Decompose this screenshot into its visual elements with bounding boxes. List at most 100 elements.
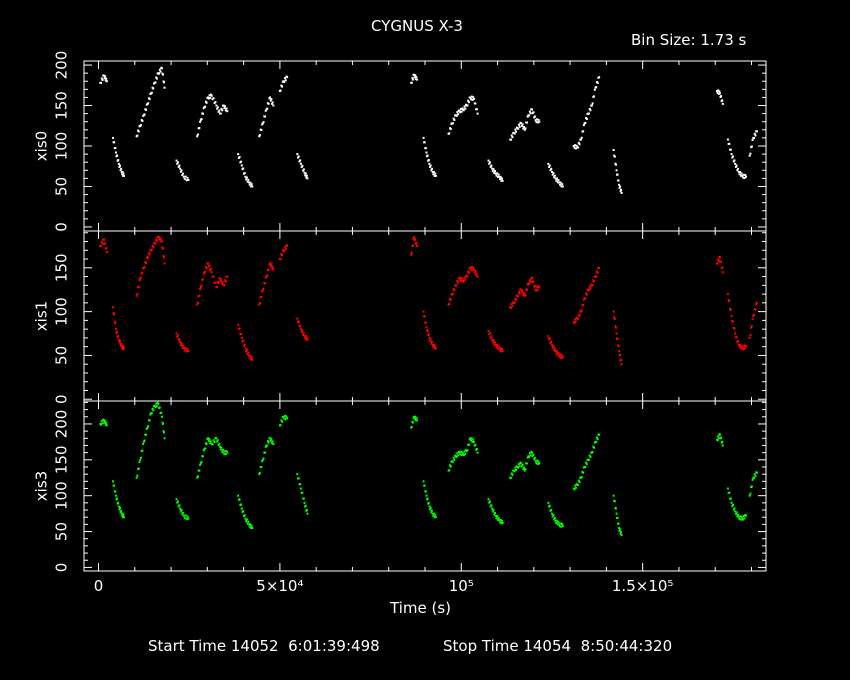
data-point-xis3 — [738, 517, 741, 520]
data-point-xis1 — [459, 279, 462, 282]
data-point-xis1 — [265, 275, 268, 278]
data-point-xis1 — [223, 284, 226, 287]
data-point-xis3 — [212, 439, 215, 442]
data-point-xis3 — [584, 466, 587, 469]
data-point-xis1 — [491, 338, 494, 341]
data-point-xis0 — [208, 94, 211, 97]
data-point-xis3 — [489, 505, 492, 508]
data-point-xis0 — [591, 102, 594, 105]
data-point-xis1 — [750, 326, 753, 329]
data-point-xis0 — [549, 169, 552, 172]
data-point-xis0 — [533, 115, 536, 118]
data-point-xis0 — [136, 134, 139, 137]
data-point-xis3 — [427, 501, 430, 504]
data-point-xis0 — [218, 109, 221, 112]
data-point-xis3 — [163, 431, 166, 434]
data-point-xis1 — [517, 295, 520, 298]
data-point-xis0 — [496, 172, 499, 175]
data-point-xis3 — [460, 454, 463, 457]
data-point-xis1 — [755, 302, 758, 305]
data-point-xis0 — [613, 154, 616, 157]
data-point-xis3 — [285, 415, 288, 418]
data-point-xis0 — [176, 162, 179, 165]
data-point-xis3 — [488, 500, 491, 503]
data-point-xis1 — [455, 284, 458, 287]
data-point-xis1 — [739, 347, 742, 350]
data-point-xis0 — [100, 77, 103, 80]
data-point-xis1 — [553, 349, 556, 352]
data-point-xis0 — [469, 96, 472, 99]
data-point-xis0 — [731, 155, 734, 158]
data-point-xis3 — [574, 484, 577, 487]
data-point-xis1 — [301, 329, 304, 332]
data-point-xis3 — [468, 438, 471, 441]
data-point-xis1 — [470, 268, 473, 271]
data-point-xis0 — [587, 112, 590, 115]
data-point-xis0 — [304, 172, 307, 175]
data-point-xis3 — [529, 454, 532, 457]
data-point-xis3 — [261, 460, 264, 463]
data-point-xis0 — [215, 104, 218, 107]
data-point-xis1 — [460, 280, 463, 283]
data-point-xis0 — [209, 93, 212, 96]
data-point-xis0 — [267, 102, 270, 105]
data-point-xis1 — [210, 271, 213, 274]
data-point-xis3 — [717, 435, 720, 438]
data-point-xis1 — [244, 347, 247, 350]
data-point-xis1 — [529, 280, 532, 283]
data-point-xis3 — [299, 487, 302, 490]
data-point-xis0 — [266, 107, 269, 110]
data-point-xis0 — [434, 172, 437, 175]
data-point-xis1 — [620, 363, 623, 366]
data-point-xis0 — [216, 107, 219, 110]
data-point-xis3 — [163, 437, 166, 440]
data-point-xis1 — [216, 281, 219, 284]
y-tick-label-xis1: 0 — [53, 394, 71, 404]
data-point-xis3 — [114, 494, 117, 497]
data-point-xis1 — [499, 349, 502, 352]
data-point-xis3 — [216, 440, 219, 443]
data-point-xis1 — [558, 354, 561, 357]
data-point-xis3 — [465, 450, 468, 453]
data-point-xis3 — [415, 417, 418, 420]
data-point-xis3 — [104, 419, 107, 422]
data-point-xis3 — [201, 455, 204, 458]
data-point-xis3 — [472, 440, 475, 443]
data-point-xis0 — [537, 118, 540, 121]
data-point-xis3 — [520, 465, 523, 468]
data-point-xis1 — [748, 336, 751, 339]
y-tick-label-xis0: 100 — [53, 132, 71, 161]
data-point-xis1 — [266, 274, 269, 277]
data-point-xis1 — [474, 269, 477, 272]
data-point-xis0 — [721, 99, 724, 102]
data-point-xis3 — [520, 462, 523, 465]
data-point-xis1 — [533, 284, 536, 287]
data-point-xis1 — [154, 242, 157, 245]
data-point-xis1 — [577, 313, 580, 316]
data-point-xis1 — [198, 294, 201, 297]
data-point-xis0 — [589, 109, 592, 112]
data-point-xis1 — [550, 340, 553, 343]
data-point-xis1 — [100, 245, 103, 248]
data-point-xis1 — [160, 240, 163, 243]
data-point-xis1 — [612, 310, 615, 313]
data-point-xis0 — [183, 177, 186, 180]
data-point-xis0 — [244, 175, 247, 178]
data-point-xis3 — [585, 461, 588, 464]
data-point-xis0 — [114, 147, 117, 150]
y-tick-label-xis3: 0 — [53, 563, 71, 573]
data-point-xis0 — [214, 101, 217, 104]
data-point-xis3 — [510, 472, 513, 475]
data-point-xis1 — [561, 356, 564, 359]
data-point-xis0 — [577, 146, 580, 149]
data-point-xis3 — [223, 453, 226, 456]
data-point-xis3 — [718, 433, 721, 436]
data-point-xis0 — [718, 90, 721, 93]
data-point-xis3 — [721, 440, 724, 443]
data-point-xis1 — [432, 343, 435, 346]
data-point-xis3 — [523, 466, 526, 469]
data-point-xis3 — [451, 460, 454, 463]
data-point-xis0 — [279, 89, 282, 92]
data-point-xis1 — [118, 339, 121, 342]
y-tick-label-xis1: 150 — [53, 253, 71, 282]
